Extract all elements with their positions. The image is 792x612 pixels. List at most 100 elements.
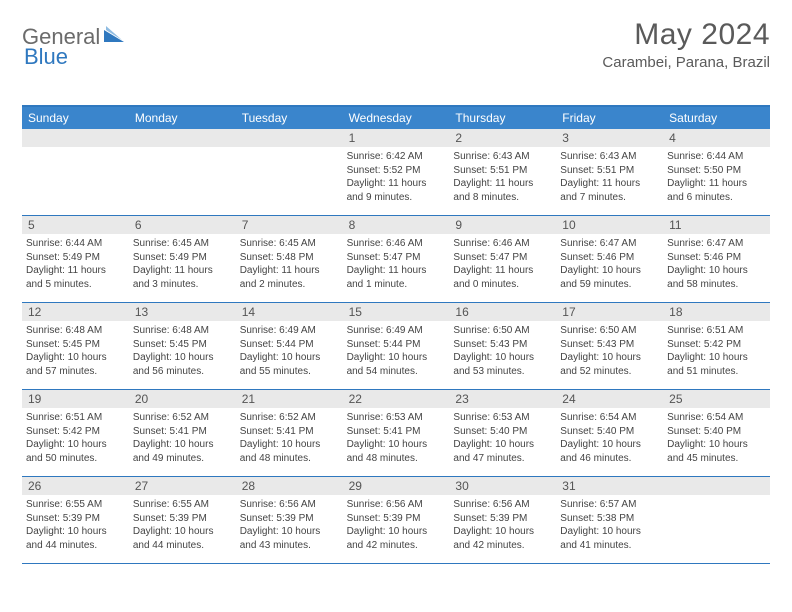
week-row: 5Sunrise: 6:44 AMSunset: 5:49 PMDaylight… bbox=[22, 216, 770, 303]
cell-line: Daylight: 10 hours and 42 minutes. bbox=[453, 525, 552, 552]
cell-line: Sunrise: 6:56 AM bbox=[453, 498, 552, 512]
cell-line: Sunset: 5:39 PM bbox=[26, 512, 125, 526]
cell-line: Daylight: 10 hours and 57 minutes. bbox=[26, 351, 125, 378]
cell-line: Sunset: 5:47 PM bbox=[347, 251, 446, 265]
cell-body: Sunrise: 6:47 AMSunset: 5:46 PMDaylight:… bbox=[663, 234, 770, 295]
cell-body: Sunrise: 6:50 AMSunset: 5:43 PMDaylight:… bbox=[449, 321, 556, 382]
calendar-cell: 11Sunrise: 6:47 AMSunset: 5:46 PMDayligh… bbox=[663, 216, 770, 302]
cell-line: Sunrise: 6:51 AM bbox=[667, 324, 766, 338]
cell-body: Sunrise: 6:44 AMSunset: 5:50 PMDaylight:… bbox=[663, 147, 770, 208]
cell-body: Sunrise: 6:48 AMSunset: 5:45 PMDaylight:… bbox=[22, 321, 129, 382]
calendar-cell: 16Sunrise: 6:50 AMSunset: 5:43 PMDayligh… bbox=[449, 303, 556, 389]
cell-line: Sunrise: 6:56 AM bbox=[347, 498, 446, 512]
day-number: 9 bbox=[449, 216, 556, 234]
cell-line: Sunrise: 6:55 AM bbox=[26, 498, 125, 512]
calendar-cell: 30Sunrise: 6:56 AMSunset: 5:39 PMDayligh… bbox=[449, 477, 556, 563]
calendar-cell: 28Sunrise: 6:56 AMSunset: 5:39 PMDayligh… bbox=[236, 477, 343, 563]
cell-body: Sunrise: 6:51 AMSunset: 5:42 PMDaylight:… bbox=[22, 408, 129, 469]
cell-line: Sunset: 5:51 PM bbox=[560, 164, 659, 178]
cell-line: Sunset: 5:39 PM bbox=[347, 512, 446, 526]
week-row: 12Sunrise: 6:48 AMSunset: 5:45 PMDayligh… bbox=[22, 303, 770, 390]
cell-line: Daylight: 10 hours and 55 minutes. bbox=[240, 351, 339, 378]
cell-body bbox=[22, 147, 129, 154]
calendar-cell: 23Sunrise: 6:53 AMSunset: 5:40 PMDayligh… bbox=[449, 390, 556, 476]
day-of-week-label: Monday bbox=[129, 107, 236, 129]
calendar-cell: 13Sunrise: 6:48 AMSunset: 5:45 PMDayligh… bbox=[129, 303, 236, 389]
day-number: 15 bbox=[343, 303, 450, 321]
cell-line: Daylight: 10 hours and 43 minutes. bbox=[240, 525, 339, 552]
cell-body: Sunrise: 6:45 AMSunset: 5:48 PMDaylight:… bbox=[236, 234, 343, 295]
week-row: 26Sunrise: 6:55 AMSunset: 5:39 PMDayligh… bbox=[22, 477, 770, 564]
cell-line: Daylight: 10 hours and 52 minutes. bbox=[560, 351, 659, 378]
day-number: 12 bbox=[22, 303, 129, 321]
cell-line: Daylight: 10 hours and 46 minutes. bbox=[560, 438, 659, 465]
cell-line: Sunset: 5:40 PM bbox=[667, 425, 766, 439]
day-number: 29 bbox=[343, 477, 450, 495]
cell-line: Sunrise: 6:53 AM bbox=[347, 411, 446, 425]
cell-line: Daylight: 10 hours and 58 minutes. bbox=[667, 264, 766, 291]
calendar-cell: 29Sunrise: 6:56 AMSunset: 5:39 PMDayligh… bbox=[343, 477, 450, 563]
cell-line: Sunrise: 6:49 AM bbox=[240, 324, 339, 338]
week-row: 19Sunrise: 6:51 AMSunset: 5:42 PMDayligh… bbox=[22, 390, 770, 477]
header: General May 2024 Carambei, Parana, Brazi… bbox=[22, 18, 770, 71]
calendar-cell: 4Sunrise: 6:44 AMSunset: 5:50 PMDaylight… bbox=[663, 129, 770, 215]
cell-line: Sunset: 5:50 PM bbox=[667, 164, 766, 178]
calendar-cell: 20Sunrise: 6:52 AMSunset: 5:41 PMDayligh… bbox=[129, 390, 236, 476]
day-number: 31 bbox=[556, 477, 663, 495]
cell-line: Sunrise: 6:45 AM bbox=[240, 237, 339, 251]
cell-line: Sunset: 5:41 PM bbox=[347, 425, 446, 439]
day-number: 4 bbox=[663, 129, 770, 147]
day-number bbox=[22, 129, 129, 147]
cell-line: Daylight: 10 hours and 44 minutes. bbox=[133, 525, 232, 552]
day-number: 2 bbox=[449, 129, 556, 147]
cell-body: Sunrise: 6:44 AMSunset: 5:49 PMDaylight:… bbox=[22, 234, 129, 295]
cell-body: Sunrise: 6:48 AMSunset: 5:45 PMDaylight:… bbox=[129, 321, 236, 382]
calendar-cell: 15Sunrise: 6:49 AMSunset: 5:44 PMDayligh… bbox=[343, 303, 450, 389]
day-number bbox=[236, 129, 343, 147]
cell-body: Sunrise: 6:49 AMSunset: 5:44 PMDaylight:… bbox=[236, 321, 343, 382]
calendar-cell bbox=[663, 477, 770, 563]
day-number: 16 bbox=[449, 303, 556, 321]
calendar-cell: 3Sunrise: 6:43 AMSunset: 5:51 PMDaylight… bbox=[556, 129, 663, 215]
calendar-cell: 25Sunrise: 6:54 AMSunset: 5:40 PMDayligh… bbox=[663, 390, 770, 476]
cell-line: Daylight: 10 hours and 47 minutes. bbox=[453, 438, 552, 465]
cell-body: Sunrise: 6:52 AMSunset: 5:41 PMDaylight:… bbox=[236, 408, 343, 469]
calendar-cell: 19Sunrise: 6:51 AMSunset: 5:42 PMDayligh… bbox=[22, 390, 129, 476]
cell-line: Sunrise: 6:52 AM bbox=[240, 411, 339, 425]
cell-body: Sunrise: 6:43 AMSunset: 5:51 PMDaylight:… bbox=[556, 147, 663, 208]
cell-body: Sunrise: 6:51 AMSunset: 5:42 PMDaylight:… bbox=[663, 321, 770, 382]
cell-line: Sunrise: 6:53 AM bbox=[453, 411, 552, 425]
cell-line: Sunset: 5:49 PM bbox=[26, 251, 125, 265]
cell-line: Sunset: 5:48 PM bbox=[240, 251, 339, 265]
day-of-week-label: Tuesday bbox=[236, 107, 343, 129]
day-number: 1 bbox=[343, 129, 450, 147]
day-number: 11 bbox=[663, 216, 770, 234]
cell-body: Sunrise: 6:43 AMSunset: 5:51 PMDaylight:… bbox=[449, 147, 556, 208]
day-number: 27 bbox=[129, 477, 236, 495]
cell-line: Sunrise: 6:48 AM bbox=[26, 324, 125, 338]
cell-line: Daylight: 11 hours and 8 minutes. bbox=[453, 177, 552, 204]
calendar-cell: 22Sunrise: 6:53 AMSunset: 5:41 PMDayligh… bbox=[343, 390, 450, 476]
day-number: 13 bbox=[129, 303, 236, 321]
cell-line: Sunset: 5:46 PM bbox=[560, 251, 659, 265]
cell-line: Sunrise: 6:51 AM bbox=[26, 411, 125, 425]
calendar-cell: 14Sunrise: 6:49 AMSunset: 5:44 PMDayligh… bbox=[236, 303, 343, 389]
calendar-cell: 1Sunrise: 6:42 AMSunset: 5:52 PMDaylight… bbox=[343, 129, 450, 215]
cell-line: Daylight: 11 hours and 5 minutes. bbox=[26, 264, 125, 291]
cell-body: Sunrise: 6:46 AMSunset: 5:47 PMDaylight:… bbox=[449, 234, 556, 295]
week-row: 1Sunrise: 6:42 AMSunset: 5:52 PMDaylight… bbox=[22, 129, 770, 216]
calendar-cell bbox=[129, 129, 236, 215]
cell-line: Daylight: 10 hours and 48 minutes. bbox=[240, 438, 339, 465]
cell-body: Sunrise: 6:53 AMSunset: 5:41 PMDaylight:… bbox=[343, 408, 450, 469]
cell-line: Sunrise: 6:42 AM bbox=[347, 150, 446, 164]
cell-line: Daylight: 10 hours and 59 minutes. bbox=[560, 264, 659, 291]
brand-word-blue-wrap: Blue bbox=[24, 44, 68, 70]
location-label: Carambei, Parana, Brazil bbox=[602, 54, 770, 71]
day-of-week-label: Friday bbox=[556, 107, 663, 129]
day-number: 5 bbox=[22, 216, 129, 234]
cell-line: Daylight: 10 hours and 48 minutes. bbox=[347, 438, 446, 465]
calendar-cell: 8Sunrise: 6:46 AMSunset: 5:47 PMDaylight… bbox=[343, 216, 450, 302]
day-number: 7 bbox=[236, 216, 343, 234]
calendar-cell: 31Sunrise: 6:57 AMSunset: 5:38 PMDayligh… bbox=[556, 477, 663, 563]
calendar: SundayMondayTuesdayWednesdayThursdayFrid… bbox=[22, 105, 770, 564]
